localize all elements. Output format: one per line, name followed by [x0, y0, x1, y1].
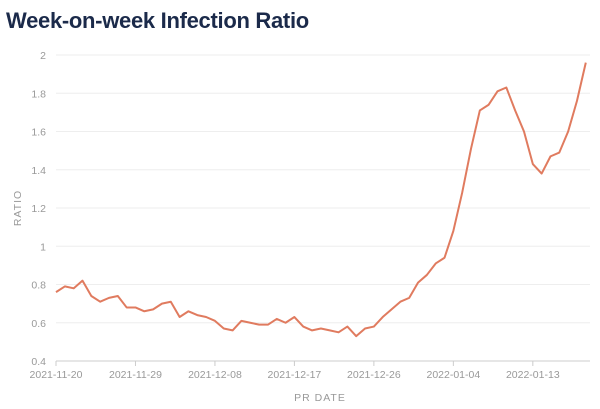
y-tick-label: 0.6	[31, 318, 46, 330]
x-tick-label: 2021-11-29	[109, 369, 162, 381]
y-tick-label: 2	[40, 50, 46, 62]
x-tick-label: 2021-11-20	[30, 369, 83, 381]
y-tick-label: 1.8	[31, 88, 46, 100]
x-axis: 2021-11-20 2021-11-29 2021-12-08 2021-12-17…	[30, 360, 590, 381]
x-tick-label: 2022-01-13	[506, 369, 560, 381]
series-line-group	[55, 62, 587, 338]
y-tick-label: 0.8	[31, 280, 46, 292]
y-tick-label: 1.4	[31, 165, 46, 177]
x-tick-label: 2021-12-08	[188, 369, 242, 381]
y-tick-label: 1	[40, 241, 46, 253]
y-tick-label: 1.2	[31, 203, 46, 215]
y-axis-label: RATIO	[12, 190, 24, 226]
y-tick-label: 0.4	[31, 356, 46, 368]
y-axis-ticks: 0.4 0.6 0.8 1 1.2 1.4 1.6 1.8 2	[31, 50, 46, 368]
x-tick-label: 2021-12-17	[268, 369, 322, 381]
x-axis-label: PR DATE	[294, 392, 346, 404]
y-tick-label: 1.6	[31, 127, 46, 139]
series-line	[55, 62, 587, 338]
x-tick-label: 2021-12-26	[347, 369, 401, 381]
x-tick-label: 2022-01-04	[426, 369, 480, 381]
chart-title: Week-on-week Infection Ratio	[6, 8, 309, 33]
gridlines	[56, 54, 590, 324]
